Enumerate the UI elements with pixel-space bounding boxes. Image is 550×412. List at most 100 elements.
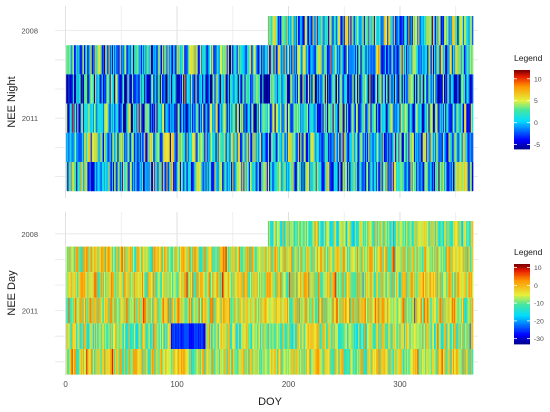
heat-cell — [155, 246, 157, 273]
heat-cell — [403, 349, 406, 375]
heat-cell — [397, 297, 399, 324]
heat-cell — [290, 132, 292, 162]
heat-cell — [313, 45, 316, 75]
heat-cell — [309, 221, 311, 247]
heat-cell — [308, 246, 310, 273]
heat-cell — [211, 272, 213, 298]
heat-cell — [323, 323, 326, 349]
heat-cell — [205, 272, 207, 298]
heat-cell — [448, 162, 450, 192]
heat-cell — [437, 297, 439, 324]
legend-gradient-step — [514, 318, 530, 321]
heat-cell — [125, 162, 127, 192]
heat-cell — [289, 246, 291, 273]
heat-cell — [222, 323, 224, 349]
heat-cell — [339, 349, 341, 375]
heat-cell — [138, 272, 141, 298]
legend-gradient-step — [514, 328, 530, 330]
heat-cell — [247, 297, 250, 324]
heat-cell — [273, 74, 275, 104]
heat-cell — [110, 74, 113, 104]
heat-cell — [199, 272, 202, 298]
heat-cell — [462, 323, 465, 349]
heat-cell — [408, 74, 410, 104]
heat-cell — [112, 45, 115, 75]
heat-cell — [218, 45, 221, 75]
heat-cell — [149, 162, 152, 192]
heat-cell — [286, 272, 289, 298]
heat-cell — [471, 349, 474, 375]
heat-cell — [177, 103, 180, 133]
heat-cell — [120, 349, 123, 375]
heat-cell — [354, 45, 357, 75]
heat-cell — [180, 323, 183, 349]
heat-cell — [196, 132, 199, 162]
heat-cell — [255, 103, 258, 133]
heat-cell — [441, 16, 444, 46]
heat-cell — [98, 74, 100, 104]
heat-cell — [340, 246, 342, 273]
heat-cell — [433, 272, 436, 298]
heat-cell — [86, 74, 88, 104]
heat-cell — [330, 162, 332, 192]
heat-cell — [329, 221, 331, 247]
heat-cell — [421, 297, 424, 324]
heat-cell — [150, 323, 153, 349]
heat-cell — [403, 45, 406, 75]
heat-cell — [212, 349, 214, 375]
heat-cell — [264, 297, 267, 324]
heat-cell — [163, 162, 165, 192]
heat-cell — [145, 132, 147, 162]
heat-cell — [460, 45, 463, 75]
heat-cell — [243, 272, 245, 298]
heat-cell — [107, 349, 109, 375]
heat-cell — [397, 74, 399, 104]
heat-cell — [459, 103, 462, 133]
heat-cell — [222, 103, 224, 133]
heat-cell — [372, 297, 375, 324]
heat-cell — [325, 349, 328, 375]
heat-cell — [349, 221, 351, 247]
heat-cell — [290, 323, 292, 349]
heat-cell — [293, 103, 295, 133]
heat-cell — [355, 297, 358, 324]
heat-cell — [78, 349, 80, 375]
heat-cell — [389, 297, 391, 324]
heat-cell — [89, 162, 92, 192]
heat-cell — [147, 132, 149, 162]
heat-cell — [442, 272, 445, 298]
heat-cell — [468, 323, 470, 349]
heat-cell — [342, 221, 345, 247]
heat-cell — [192, 103, 194, 133]
heat-cell — [340, 103, 342, 133]
heat-cell — [111, 74, 114, 104]
heat-cell — [311, 297, 313, 324]
heat-cell — [143, 162, 145, 192]
heat-cell — [139, 132, 142, 162]
heat-cell — [263, 103, 265, 133]
heat-cell — [167, 103, 170, 133]
heat-cell — [153, 74, 155, 104]
heat-cell — [182, 74, 184, 104]
heat-cell — [377, 132, 379, 162]
heat-cell — [211, 162, 213, 192]
heat-cell — [420, 74, 423, 104]
heat-cell — [468, 297, 470, 324]
heat-cell — [280, 16, 282, 46]
heat-cell — [422, 221, 425, 247]
heat-cell — [137, 272, 139, 298]
heat-cell — [380, 323, 382, 349]
heat-cell — [99, 74, 102, 104]
heat-cell — [379, 246, 381, 273]
heat-cell — [196, 272, 199, 298]
heat-cell — [242, 297, 244, 324]
heat-cell — [114, 45, 116, 75]
heat-cell — [83, 297, 86, 324]
heat-row-2012 — [66, 323, 474, 349]
heat-cell — [374, 132, 377, 162]
heat-cell — [237, 103, 240, 133]
heat-cell — [319, 323, 321, 349]
heat-cell — [248, 162, 251, 192]
heat-cell — [393, 16, 396, 46]
heat-cell — [96, 349, 98, 375]
